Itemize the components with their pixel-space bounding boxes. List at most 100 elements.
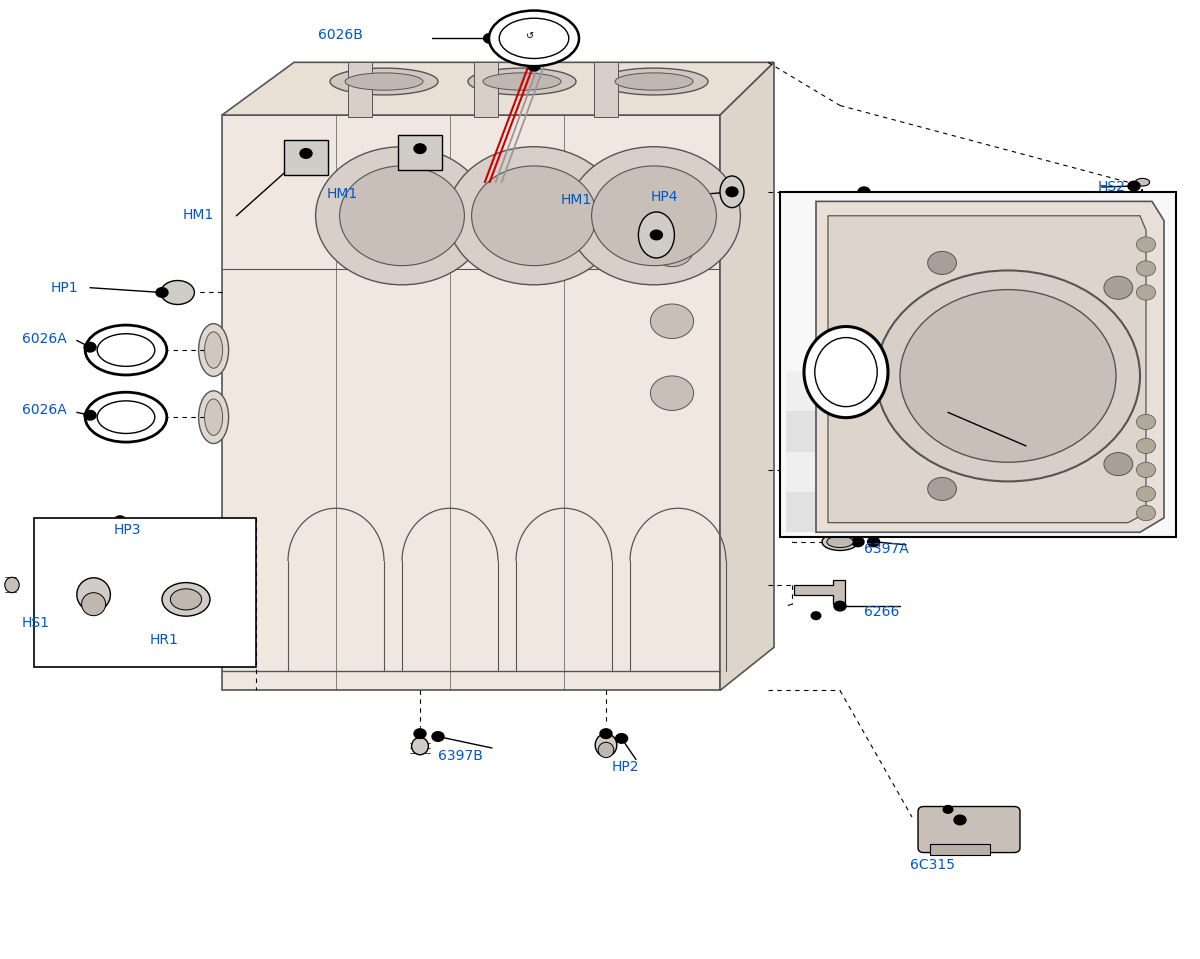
- Text: S o l i h u l l: S o l i h u l l: [212, 366, 508, 439]
- Circle shape: [726, 187, 738, 197]
- Circle shape: [180, 609, 192, 619]
- Ellipse shape: [490, 11, 580, 66]
- Ellipse shape: [162, 582, 210, 617]
- Circle shape: [600, 729, 612, 738]
- Bar: [887, 492, 937, 532]
- Text: 6026A: 6026A: [22, 404, 66, 417]
- Text: c  a  t  a  l  o  g: c a t a l o g: [245, 484, 475, 513]
- Circle shape: [650, 304, 694, 339]
- Ellipse shape: [616, 73, 694, 90]
- Circle shape: [568, 147, 740, 285]
- Ellipse shape: [822, 533, 858, 550]
- Ellipse shape: [85, 325, 167, 375]
- Text: HM1: HM1: [182, 208, 214, 222]
- Circle shape: [40, 578, 52, 588]
- Ellipse shape: [815, 338, 877, 407]
- Bar: [474, 62, 498, 117]
- Text: HM1: HM1: [326, 187, 358, 200]
- Text: ↺: ↺: [527, 32, 534, 41]
- Text: 6C315: 6C315: [910, 858, 955, 872]
- Bar: [836, 492, 887, 532]
- Ellipse shape: [1135, 178, 1150, 186]
- Text: HS1: HS1: [22, 617, 49, 630]
- Bar: [937, 452, 988, 492]
- Circle shape: [1136, 285, 1156, 300]
- Circle shape: [650, 232, 694, 267]
- Circle shape: [834, 601, 846, 611]
- Polygon shape: [222, 115, 720, 690]
- Circle shape: [811, 612, 821, 620]
- Ellipse shape: [5, 577, 19, 593]
- Circle shape: [868, 537, 880, 547]
- Circle shape: [900, 290, 1116, 462]
- Circle shape: [414, 729, 426, 738]
- Circle shape: [1136, 438, 1156, 454]
- Ellipse shape: [77, 577, 110, 612]
- Circle shape: [156, 288, 168, 297]
- Ellipse shape: [204, 399, 223, 435]
- Circle shape: [1136, 237, 1156, 252]
- Bar: [786, 492, 836, 532]
- Bar: [398, 135, 442, 170]
- Circle shape: [528, 61, 540, 71]
- Bar: [780, 192, 1176, 537]
- Text: 6266: 6266: [864, 605, 899, 619]
- Circle shape: [316, 147, 488, 285]
- Bar: [937, 492, 988, 532]
- Ellipse shape: [330, 68, 438, 95]
- Bar: [836, 452, 887, 492]
- Ellipse shape: [82, 593, 106, 616]
- Circle shape: [954, 815, 966, 825]
- FancyBboxPatch shape: [918, 807, 1020, 853]
- Polygon shape: [222, 62, 774, 115]
- Ellipse shape: [85, 392, 167, 442]
- Bar: [284, 140, 328, 175]
- Ellipse shape: [599, 742, 613, 758]
- Text: 6397A: 6397A: [864, 542, 908, 555]
- Ellipse shape: [720, 176, 744, 207]
- Circle shape: [943, 806, 953, 813]
- Circle shape: [1104, 453, 1133, 476]
- Ellipse shape: [804, 326, 888, 418]
- Ellipse shape: [199, 391, 228, 443]
- Circle shape: [472, 166, 596, 266]
- Ellipse shape: [482, 73, 562, 90]
- Ellipse shape: [170, 589, 202, 610]
- Ellipse shape: [595, 734, 617, 757]
- Ellipse shape: [638, 212, 674, 258]
- Circle shape: [181, 596, 191, 603]
- Ellipse shape: [468, 68, 576, 95]
- Circle shape: [448, 147, 620, 285]
- Text: HP1: HP1: [50, 281, 78, 294]
- Text: HM1: HM1: [560, 194, 592, 207]
- Circle shape: [852, 537, 864, 547]
- Bar: [594, 62, 618, 117]
- Polygon shape: [828, 216, 1146, 523]
- Circle shape: [858, 187, 870, 197]
- Polygon shape: [816, 201, 1164, 532]
- Circle shape: [876, 270, 1140, 481]
- Ellipse shape: [827, 536, 853, 548]
- Ellipse shape: [97, 401, 155, 433]
- Circle shape: [1136, 414, 1156, 430]
- Ellipse shape: [161, 280, 194, 304]
- Circle shape: [484, 34, 496, 43]
- Text: HP3: HP3: [114, 524, 142, 537]
- Ellipse shape: [346, 73, 424, 90]
- Bar: [887, 371, 937, 411]
- Ellipse shape: [199, 324, 228, 376]
- Bar: [348, 62, 372, 117]
- Bar: [836, 371, 887, 411]
- Circle shape: [43, 578, 53, 586]
- Circle shape: [414, 144, 426, 153]
- Circle shape: [1136, 261, 1156, 276]
- Bar: [836, 411, 887, 452]
- Text: HR1: HR1: [150, 633, 179, 646]
- Text: HS2: HS2: [1098, 180, 1126, 194]
- Text: HP2: HP2: [612, 760, 640, 774]
- Bar: [930, 844, 990, 855]
- Circle shape: [616, 734, 628, 743]
- Ellipse shape: [499, 18, 569, 58]
- Circle shape: [1104, 276, 1133, 299]
- Bar: [887, 411, 937, 452]
